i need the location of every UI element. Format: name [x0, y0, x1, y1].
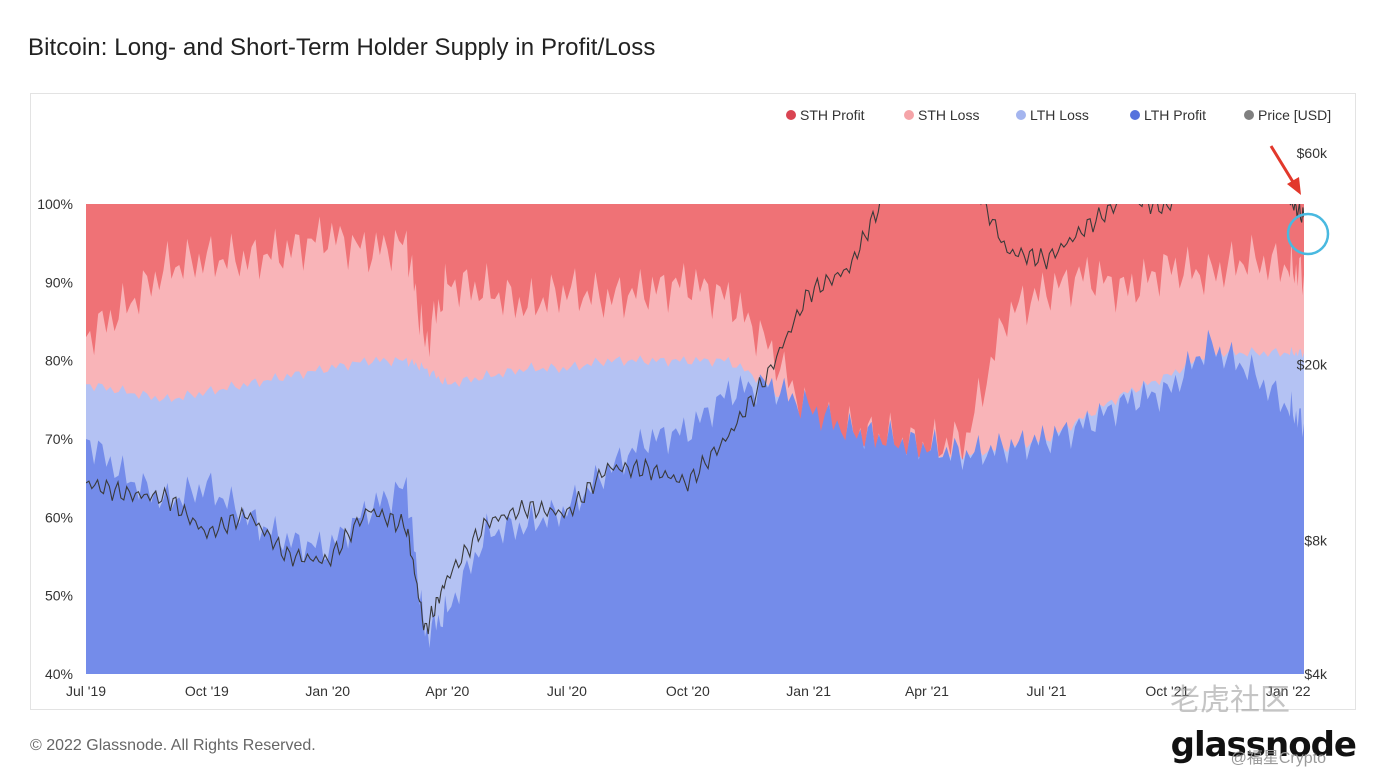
annotation-arrowhead	[1287, 177, 1301, 195]
chart-frame: glassnode 100%90%80%70%60%50%40% $60k$20…	[30, 93, 1356, 710]
legend-label: Price [USD]	[1258, 107, 1331, 123]
x-axis: Jul '19 Oct '19 Jan '20 Apr '20 Jul '20 Oct '…	[66, 683, 1311, 699]
legend: STH Profit STH Loss LTH Loss LTH Profit Pric…	[786, 107, 1331, 123]
chart: glassnode 100%90%80%70%60%50%40% $60k$20…	[37, 107, 1331, 699]
y-tick-label: 60%	[45, 509, 73, 525]
copyright-footer: © 2022 Glassnode. All Rights Reserved.	[30, 737, 316, 754]
x-tick-label: Oct '21	[1145, 683, 1189, 699]
x-tick-label: Jul '20	[547, 683, 587, 699]
legend-label: LTH Profit	[1144, 107, 1206, 123]
lth-profit-area	[86, 329, 1304, 674]
y-tick-label: 40%	[45, 666, 73, 682]
community-watermark: 老虎社区	[1170, 683, 1290, 718]
x-tick-label: Oct '20	[666, 683, 710, 699]
annotation-circle	[1286, 212, 1330, 256]
x-tick-label: Apr '21	[905, 683, 949, 699]
y-right-tick-label: $60k	[1297, 145, 1328, 161]
author-credit: @福星Crypto	[1230, 750, 1326, 767]
legend-item[interactable]: STH Loss	[904, 107, 979, 123]
brand-logo: glassnode	[1170, 725, 1357, 765]
price-line	[86, 204, 1304, 635]
legend-label: STH Profit	[800, 107, 865, 123]
y-right-tick-label: $4k	[1304, 666, 1328, 682]
x-tick-label: Jul '19	[66, 683, 106, 699]
annotation-arrow	[1269, 145, 1295, 183]
right-axis: $60k $20k $8k $4k	[1297, 145, 1328, 682]
x-tick-label: Jul '21	[1026, 683, 1066, 699]
legend-item[interactable]: STH Profit	[786, 107, 865, 123]
legend-swatch	[1130, 110, 1140, 120]
legend-swatch	[1016, 110, 1026, 120]
y-tick-label: 100%	[37, 196, 73, 212]
x-tick-label: Jan '21	[786, 683, 831, 699]
y-right-tick-label: $8k	[1304, 533, 1328, 549]
x-tick-label: Apr '20	[425, 683, 469, 699]
area-layers	[86, 204, 1304, 674]
left-axis: 100% 90% 80% 70% 60% 50% 40%	[37, 196, 73, 682]
legend-label: LTH Loss	[1030, 107, 1089, 123]
x-tick-label: Jan '20	[305, 683, 350, 699]
legend-item[interactable]: LTH Profit	[1130, 107, 1206, 123]
legend-swatch	[1244, 110, 1254, 120]
price-layer	[86, 204, 1304, 635]
y-tick-label: 90%	[45, 274, 73, 290]
annotations	[1269, 145, 1330, 256]
x-tick-label: Oct '19	[185, 683, 229, 699]
legend-item[interactable]: Price [USD]	[1244, 107, 1331, 123]
legend-swatch	[786, 110, 796, 120]
page-title: Bitcoin: Long- and Short-Term Holder Sup…	[28, 34, 656, 61]
x-tick-label: Jan '22	[1266, 683, 1311, 699]
y-tick-label: 80%	[45, 353, 73, 369]
legend-item[interactable]: LTH Loss	[1016, 107, 1089, 123]
y-right-tick-label: $20k	[1297, 356, 1328, 372]
legend-label: STH Loss	[918, 107, 979, 123]
y-tick-label: 50%	[45, 588, 73, 604]
legend-swatch	[904, 110, 914, 120]
y-tick-label: 70%	[45, 431, 73, 447]
